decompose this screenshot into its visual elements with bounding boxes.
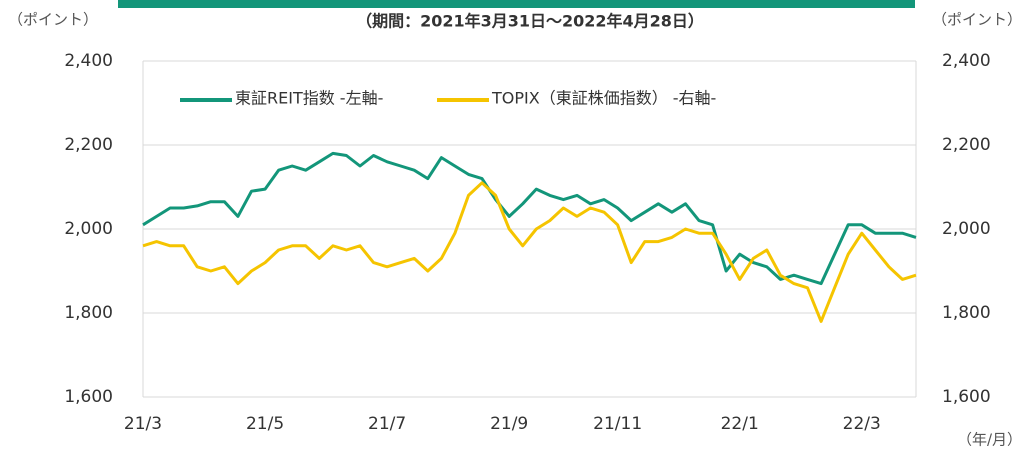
y2-tick-label: 2,000: [942, 219, 991, 239]
y2-tick-label: 2,400: [942, 51, 991, 71]
y-tick-label: 1,600: [64, 387, 113, 407]
y2-axis-label: （ポイント）: [932, 11, 1022, 29]
series-line: [142, 151, 917, 286]
x-tick-label: 21/5: [246, 414, 284, 434]
y-axis-label: （ポイント）: [8, 11, 98, 29]
x-tick-label: 22/1: [721, 414, 759, 434]
x-tick-label: 21/11: [593, 414, 642, 434]
y2-tick-label: 1,600: [942, 387, 991, 407]
y-tick-label: 2,200: [64, 135, 113, 155]
x-axis-label: （年/月）: [957, 431, 1022, 449]
chart-subtitle: （期間：2021年3月31日～2022年4月28日）: [356, 12, 704, 31]
y2-tick-label: 2,200: [942, 135, 991, 155]
y-tick-label: 1,800: [64, 303, 113, 323]
y-tick-label: 2,000: [64, 219, 113, 239]
x-tick-label: 21/3: [124, 414, 162, 434]
legend-label: 東証REIT指数 -左軸-: [235, 89, 383, 108]
y2-tick-label: 1,800: [942, 303, 991, 323]
header-band: [118, 0, 915, 8]
series-line: [142, 181, 917, 323]
y-tick-label: 2,400: [64, 51, 113, 71]
x-tick-label: 21/7: [368, 414, 406, 434]
x-tick-label: 22/3: [843, 414, 881, 434]
legend-label: TOPIX（東証株価指数） -右軸-: [491, 89, 716, 108]
x-tick-label: 21/9: [490, 414, 528, 434]
